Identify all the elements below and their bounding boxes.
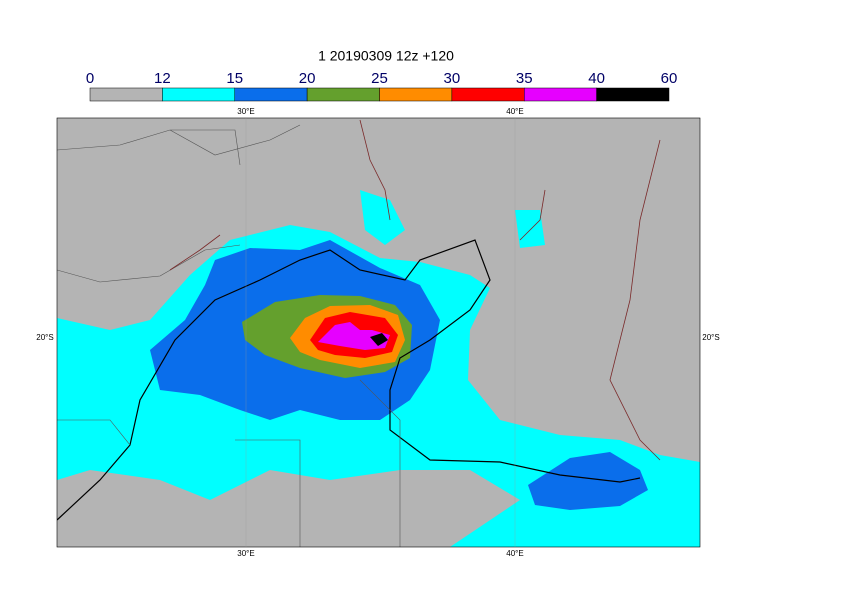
colorbar-segment xyxy=(234,87,308,102)
field-blue-east xyxy=(528,452,648,510)
colorbar-label: 15 xyxy=(226,70,243,87)
colorbar-label: 30 xyxy=(444,70,461,87)
borders xyxy=(57,124,401,547)
field-cyan-north xyxy=(360,190,545,248)
colorbar-segment xyxy=(306,87,380,102)
field-gray-patch xyxy=(57,470,520,547)
map-field xyxy=(57,118,700,547)
colorbar-segment xyxy=(451,87,525,102)
lon-label: 40°E xyxy=(506,549,523,558)
colorbar-label: 60 xyxy=(661,70,678,87)
colorbar-segment xyxy=(596,87,670,102)
field-magenta xyxy=(318,322,390,350)
colorbar-label: 12 xyxy=(154,70,171,87)
colorbar: 0 12 15 20 25 30 35 40 60 xyxy=(86,70,678,102)
colorbar-label: 40 xyxy=(588,70,605,87)
lon-label: 30°E xyxy=(237,107,254,116)
colorbar-segment xyxy=(524,87,597,102)
colorbar-label: 25 xyxy=(371,70,388,87)
lat-label: 20°S xyxy=(36,333,53,342)
rivers xyxy=(169,119,661,461)
lon-label: 30°E xyxy=(237,549,254,558)
map-frame xyxy=(56,117,701,548)
lat-label: 20°S xyxy=(702,333,719,342)
colorbar-label: 20 xyxy=(299,70,316,87)
colorbar-label: 0 xyxy=(86,70,94,87)
map-title: 1 20190309 12z +120 xyxy=(318,48,454,64)
colorbar-segment xyxy=(162,87,235,102)
storm-track xyxy=(57,239,641,521)
colorbar-segment xyxy=(379,87,453,102)
lon-label: 40°E xyxy=(506,107,523,116)
colorbar-label: 35 xyxy=(516,70,533,87)
colorbar-segment xyxy=(89,87,163,102)
field-black xyxy=(370,333,388,346)
